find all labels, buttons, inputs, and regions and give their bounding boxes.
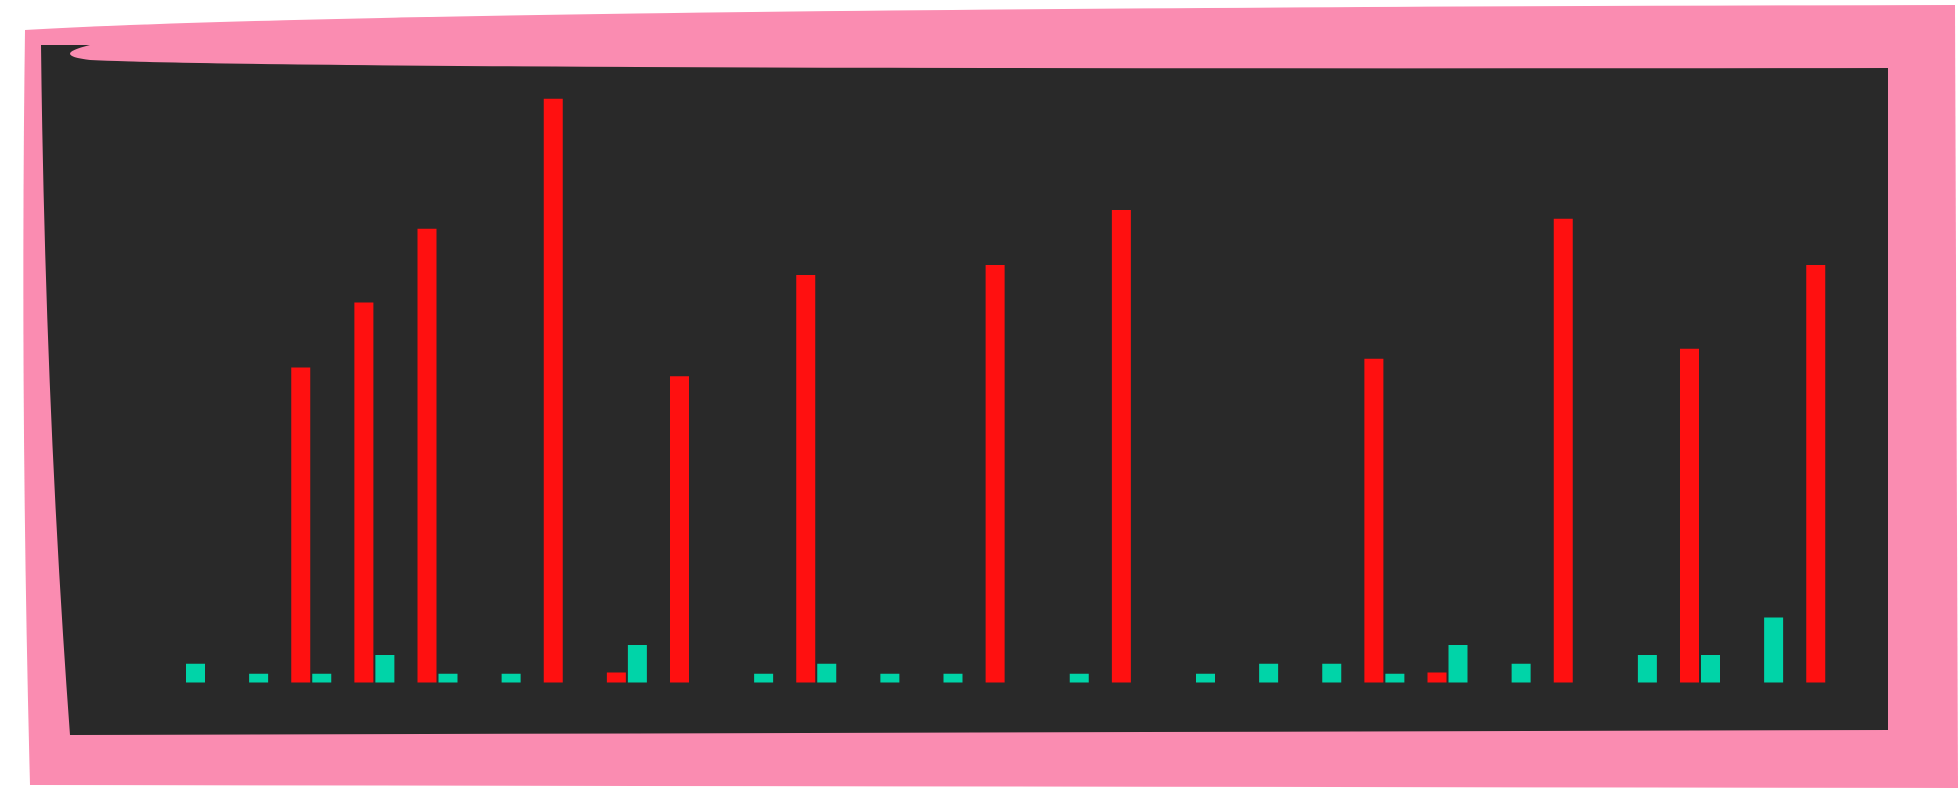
bar <box>943 673 963 683</box>
bar <box>375 655 395 683</box>
bar <box>501 673 521 683</box>
bar <box>1637 655 1657 683</box>
bar <box>880 673 900 683</box>
bar <box>354 302 374 683</box>
bar <box>606 672 626 683</box>
bar <box>1069 673 1089 683</box>
bar <box>543 98 563 683</box>
bar <box>249 673 269 683</box>
bar <box>1111 210 1131 683</box>
bar <box>1259 663 1279 683</box>
bar <box>1680 348 1699 683</box>
bar <box>291 367 311 683</box>
bar <box>1553 218 1573 683</box>
bar <box>1806 265 1826 683</box>
bar <box>1385 673 1405 683</box>
bar <box>817 663 837 683</box>
bar <box>1448 645 1468 683</box>
bar <box>1322 663 1342 683</box>
bar <box>1701 655 1720 683</box>
bar <box>438 673 458 683</box>
bar <box>1364 358 1384 683</box>
bar <box>670 376 689 683</box>
plot-panel <box>41 45 1888 735</box>
bar <box>417 228 437 683</box>
bar <box>1427 672 1447 683</box>
bar <box>796 275 816 683</box>
bar <box>985 265 1005 683</box>
bar <box>186 663 205 683</box>
bar <box>312 673 332 683</box>
bar <box>754 673 774 683</box>
bar <box>627 645 647 683</box>
bar <box>1764 617 1784 683</box>
bar <box>1511 663 1531 683</box>
bar <box>1196 673 1215 683</box>
